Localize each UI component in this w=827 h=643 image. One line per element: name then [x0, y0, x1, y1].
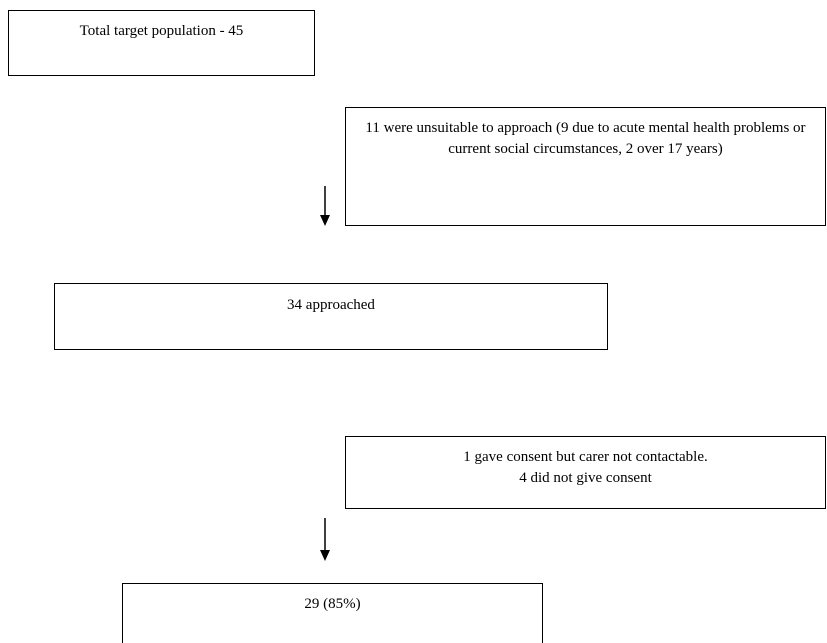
- arrow-down-1: [320, 186, 330, 226]
- consent-box: 1 gave consent but carer not contactable…: [345, 436, 826, 509]
- final-count-box: 29 (85%): [122, 583, 543, 643]
- unsuitable-text: 11 were unsuitable to approach (9 due to…: [365, 120, 806, 157]
- approached-box: 34 approached: [54, 283, 608, 350]
- approached-text: 34 approached: [287, 297, 375, 313]
- unsuitable-box: 11 were unsuitable to approach (9 due to…: [345, 107, 826, 226]
- total-population-text: Total target population - 45: [79, 23, 244, 39]
- consent-line-2: 4 did not give consent: [519, 470, 652, 486]
- final-count-text: 29 (85%): [304, 596, 361, 612]
- consent-line-1: 1 gave consent but carer not contactable…: [463, 449, 708, 465]
- total-population-box: Total target population - 45: [8, 10, 315, 76]
- arrow-down-2: [320, 518, 330, 561]
